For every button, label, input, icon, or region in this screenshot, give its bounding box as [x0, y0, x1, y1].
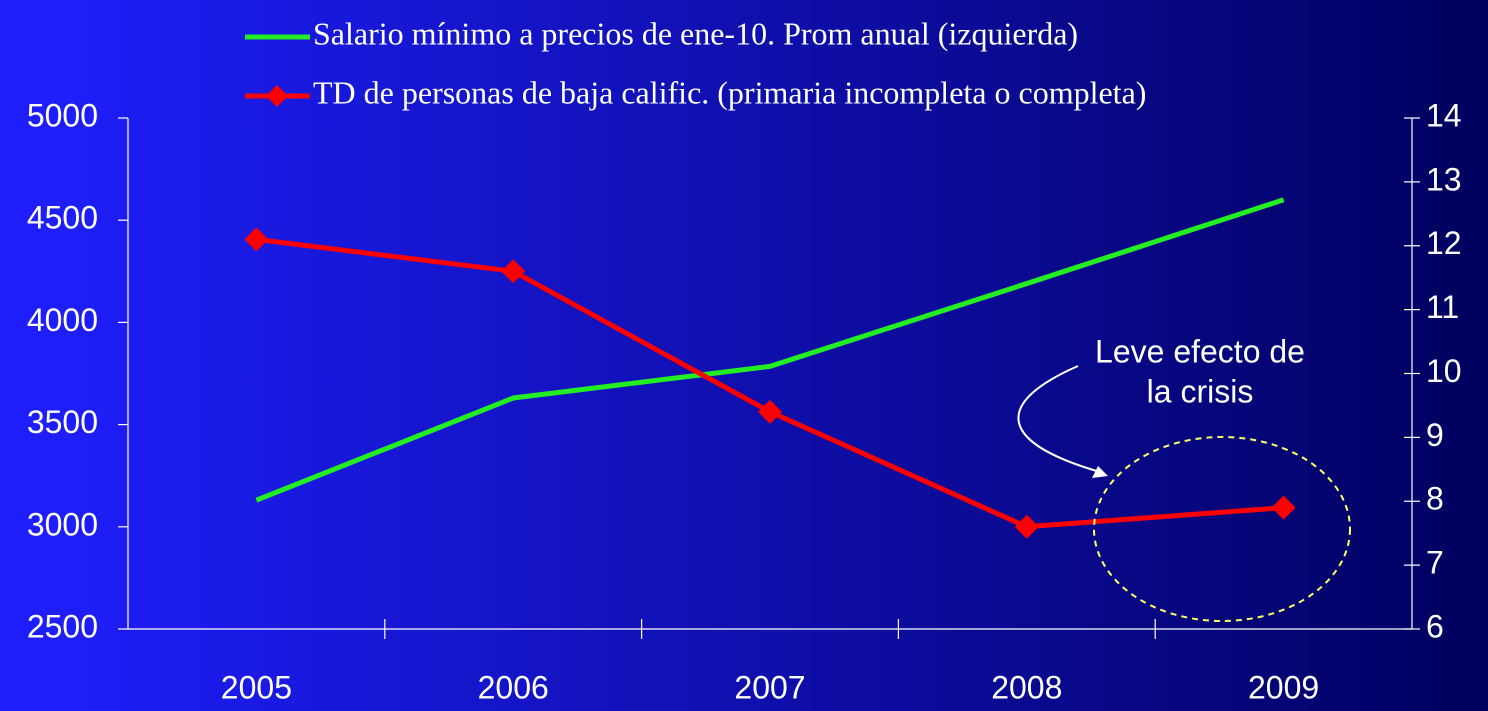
- y2-tick-label: 9: [1426, 417, 1444, 453]
- y2-tick-label: 11: [1426, 289, 1459, 325]
- marker: [758, 399, 782, 424]
- y2-tick-label: 13: [1426, 161, 1462, 197]
- y-tick-label: 4500: [27, 200, 98, 236]
- series-line: [255, 197, 1285, 503]
- annotation: Leve efecto de: [1095, 333, 1305, 369]
- y2-tick-label: 12: [1426, 225, 1462, 261]
- arrow-head: [1092, 466, 1108, 478]
- y-tick-label: 2500: [27, 608, 98, 644]
- highlight-ellipse: [1093, 436, 1351, 622]
- y-tick-label: 3500: [27, 404, 98, 440]
- y2-tick-label: 8: [1426, 481, 1444, 517]
- y2-tick-label: 10: [1426, 353, 1462, 389]
- y-tick-label: 5000: [27, 97, 98, 133]
- marker: [244, 227, 269, 252]
- x-tick-label: 2005: [221, 669, 292, 705]
- y2-tick-label: 7: [1426, 545, 1444, 581]
- y2-tick-label: 6: [1426, 608, 1444, 644]
- y-tick-label: 4000: [27, 302, 98, 338]
- y-tick-label: 3000: [27, 506, 98, 542]
- x-tick-label: 2007: [734, 669, 805, 705]
- legend-label: TD de personas de baja calific. (primari…: [313, 74, 1146, 110]
- marker: [501, 259, 526, 284]
- x-tick-label: 2009: [1248, 669, 1319, 705]
- x-tick-label: 2006: [478, 669, 549, 705]
- annotation-arrow: [1017, 365, 1101, 473]
- legend-label: Salario mínimo a precios de ene-10. Prom…: [313, 15, 1078, 51]
- marker: [1271, 495, 1296, 520]
- legend-marker: [266, 85, 288, 107]
- marker: [1014, 514, 1039, 539]
- annotation: la crisis: [1147, 373, 1254, 409]
- y2-tick-label: 14: [1426, 97, 1462, 133]
- x-tick-label: 2008: [991, 669, 1062, 705]
